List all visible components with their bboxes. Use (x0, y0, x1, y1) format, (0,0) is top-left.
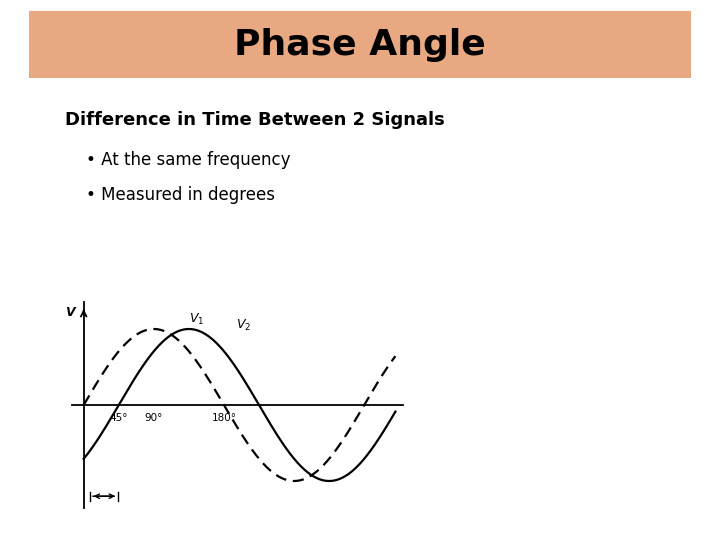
Text: • Measured in degrees: • Measured in degrees (86, 186, 275, 204)
Text: $\theta$ = 45$\degree$: $\theta$ = 45$\degree$ (86, 460, 151, 478)
Text: $V_1$: $V_1$ (189, 312, 204, 327)
Text: $V_2$: $V_2$ (235, 318, 251, 333)
Text: Difference in Time Between 2 Signals: Difference in Time Between 2 Signals (65, 111, 444, 129)
Text: Phase Angle: Phase Angle (234, 28, 486, 62)
Text: • At the same frequency: • At the same frequency (86, 151, 291, 169)
Text: V: V (65, 306, 74, 319)
